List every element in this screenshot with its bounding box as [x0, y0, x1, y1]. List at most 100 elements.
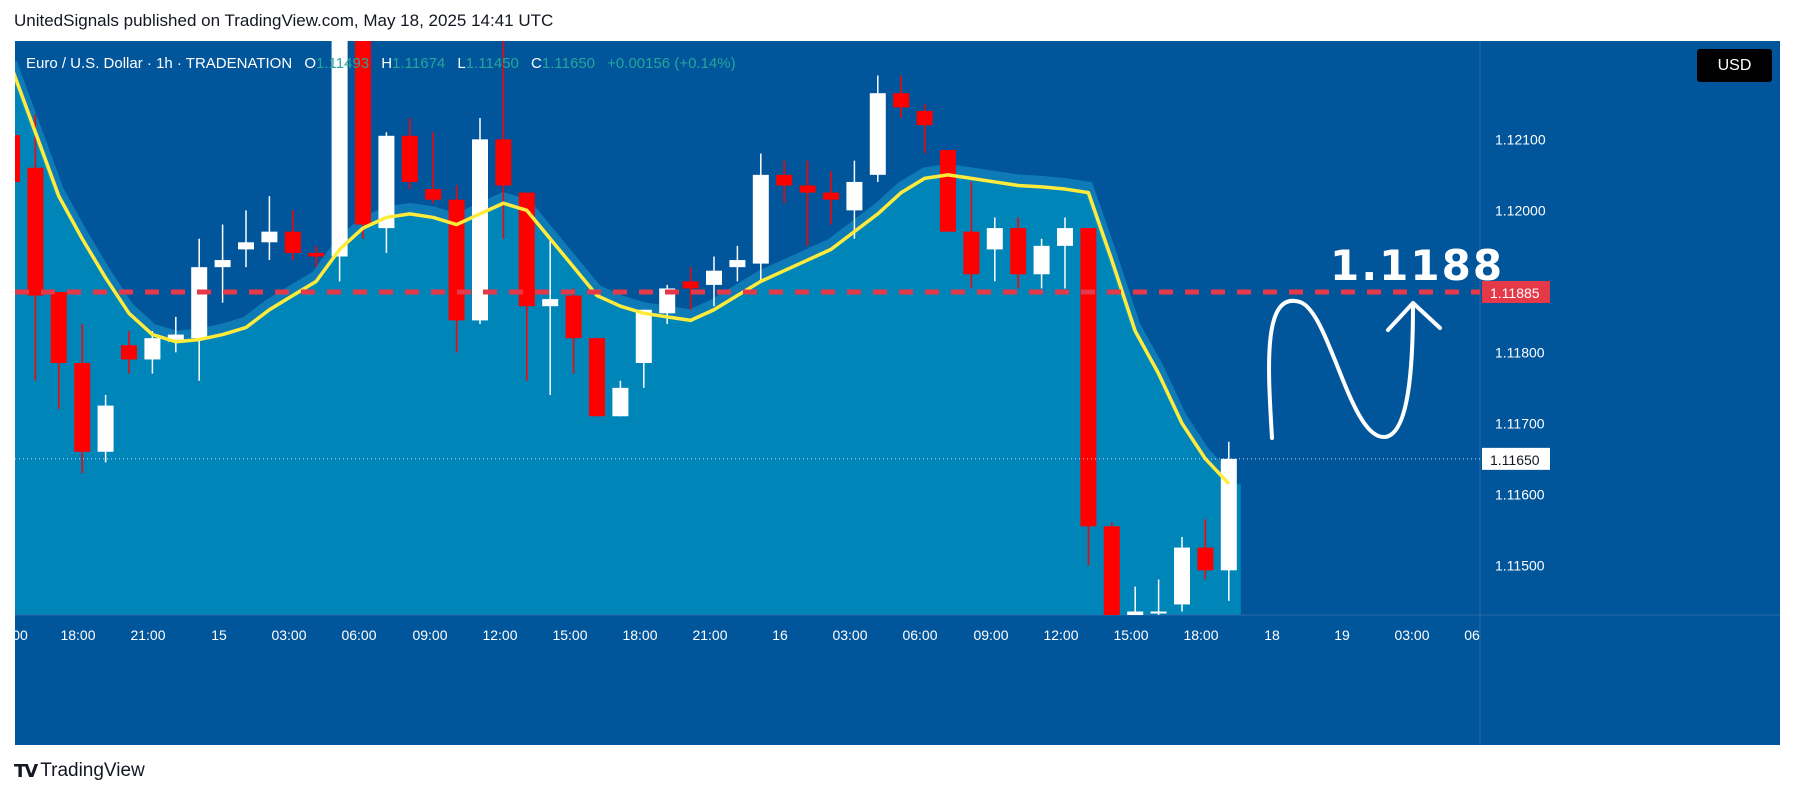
- time-tick-label: 15:00: [552, 627, 587, 643]
- candle-up: [378, 135, 395, 229]
- candle-down: [355, 41, 371, 225]
- candle-up: [1127, 611, 1144, 615]
- candle-down: [1197, 547, 1214, 571]
- symbol-label: Euro / U.S. Dollar · 1h · TRADENATION: [26, 55, 293, 72]
- change-value: +0.00156 (+0.14%): [607, 55, 736, 72]
- publisher-caption: UnitedSignals published on TradingView.c…: [14, 11, 554, 30]
- candle-up: [261, 231, 278, 243]
- candle-down: [121, 345, 137, 360]
- time-tick-label: 18:00: [1183, 627, 1218, 643]
- current-tag-label: 1.11650: [1490, 452, 1540, 468]
- current-tag-bg: [1482, 447, 1550, 470]
- high-label: H: [381, 55, 393, 72]
- candle-up: [1057, 228, 1073, 246]
- time-tick-label: 06:00: [341, 627, 376, 643]
- high-value: 1.11674: [392, 55, 446, 72]
- candle-up: [846, 181, 863, 211]
- time-tick-label: 18: [1264, 627, 1280, 643]
- time-tick-label: 03:00: [832, 627, 867, 643]
- projection-path: [1267, 298, 1415, 440]
- candle-down: [940, 150, 956, 232]
- ma-area-fill: [15, 76, 1241, 615]
- candle-down: [401, 135, 418, 182]
- time-tick-label: 09:00: [412, 627, 447, 643]
- target-label: 1.1188: [1330, 241, 1504, 290]
- time-tick-label: 06:00: [902, 627, 937, 643]
- ma-band: [15, 60, 1233, 482]
- time-tick-label: 12:00: [1043, 627, 1078, 643]
- time-tick-label: 06: [1464, 627, 1480, 643]
- time-tick-label: 00: [12, 627, 28, 643]
- moving-average-line: [15, 71, 1231, 485]
- candle-up: [472, 139, 488, 321]
- time-tick-label: 16: [772, 627, 788, 643]
- ma-area: [15, 60, 1241, 615]
- candle-up: [167, 334, 184, 342]
- candle-up: [1174, 547, 1190, 605]
- candle-down: [518, 192, 535, 307]
- low-label: L: [457, 55, 466, 72]
- time-tick-label: 15: [211, 627, 227, 643]
- candle-up: [869, 93, 886, 175]
- ohlc-legend: Euro / U.S. Dollar · 1h · TRADENATION O1…: [26, 55, 736, 72]
- price-tick-label: 1.11700: [1495, 415, 1545, 431]
- candle-up: [635, 309, 652, 363]
- price-tick-label: 1.11600: [1495, 486, 1545, 502]
- time-tick-label: 18:00: [60, 627, 95, 643]
- candle-down: [27, 167, 44, 296]
- candle-up: [659, 288, 676, 314]
- candle-down: [1103, 526, 1120, 615]
- candle-up: [97, 405, 114, 452]
- time-tick-label: 21:00: [692, 627, 727, 643]
- candle-up: [706, 270, 722, 285]
- candle-down: [74, 363, 91, 452]
- time-tick-label: 19: [1334, 627, 1350, 643]
- candle-down: [425, 189, 442, 200]
- candle-down: [495, 139, 512, 186]
- candle-down: [1010, 228, 1027, 275]
- candle-down: [50, 292, 67, 363]
- candle-up: [542, 299, 559, 307]
- candle-down: [799, 185, 816, 193]
- candle-down: [15, 135, 20, 182]
- overlays: 1.11885 1.11650 1.1188: [15, 241, 1550, 470]
- candle-down: [893, 93, 910, 108]
- candle-down: [916, 110, 933, 126]
- candle-up: [331, 41, 348, 257]
- currency-button[interactable]: USD: [1697, 49, 1772, 82]
- candle-down: [308, 252, 325, 257]
- time-tick-label: 12:00: [482, 627, 517, 643]
- resistance-price-tag: 1.11885: [1482, 281, 1550, 303]
- candle-up: [214, 260, 231, 268]
- candle-down: [565, 295, 582, 339]
- candle-up: [729, 260, 746, 268]
- brand-name: TradingView: [40, 760, 145, 781]
- candle-up: [238, 242, 254, 250]
- time-tick-label: 03:00: [271, 627, 306, 643]
- price-tick-label: 1.11800: [1495, 344, 1545, 360]
- tradingview-brand[interactable]: TV TradingView: [14, 760, 145, 782]
- time-tick-label: 15:00: [1113, 627, 1148, 643]
- price-axis: 1.12100 1.12000 1.11800 1.11700 1.11600 1.115…: [15, 41, 1780, 745]
- candle-down: [963, 231, 980, 275]
- time-tick-label: 21:00: [130, 627, 165, 643]
- resistance-tag-bg: [1482, 281, 1550, 303]
- tradingview-logo-icon: TV: [14, 760, 38, 782]
- price-tick-label: 1.12000: [1495, 202, 1546, 218]
- candle-up: [986, 228, 1003, 250]
- resistance-tag-label: 1.11885: [1490, 285, 1540, 301]
- time-tick-label: 09:00: [973, 627, 1008, 643]
- candle-up: [1150, 611, 1167, 614]
- candle-up: [191, 267, 208, 339]
- candle-down: [448, 199, 465, 321]
- time-axis: 00 18:00 21:00 15 03:00 06:00 09:00 12:00 15:00 1…: [12, 627, 1480, 643]
- axis-background: [1480, 41, 1780, 745]
- close-label: C: [531, 55, 542, 72]
- close-value: 1.11650: [541, 55, 595, 72]
- price-tick-label: 1.12100: [1495, 131, 1546, 147]
- candle-up: [1220, 458, 1237, 571]
- candle-down: [284, 231, 301, 253]
- candle-up: [612, 387, 629, 417]
- time-tick-label: 03:00: [1394, 627, 1429, 643]
